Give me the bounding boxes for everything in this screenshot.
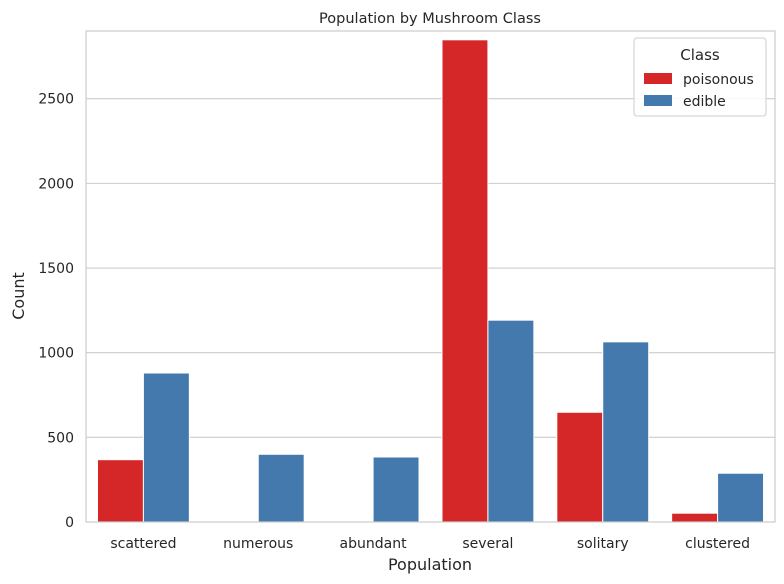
legend-label-poisonous: poisonous xyxy=(683,72,754,88)
x-tick-label: clustered xyxy=(685,536,750,552)
x-tick-label: scattered xyxy=(110,536,176,552)
y-tick-label: 1000 xyxy=(38,346,74,362)
bar-edible-numerous xyxy=(257,453,305,523)
x-tick-label: solitary xyxy=(577,536,629,552)
x-tick-label: several xyxy=(462,536,513,552)
bars xyxy=(96,39,765,523)
bar-edible-clustered xyxy=(717,472,765,523)
y-tick-labels: 0 500 1000 1500 2000 2500 xyxy=(38,92,74,531)
y-axis-label: Count xyxy=(9,272,28,320)
y-tick-label: 0 xyxy=(65,515,74,531)
x-tick-label: abundant xyxy=(340,536,408,552)
y-tick-label: 1500 xyxy=(38,261,74,277)
bar-poisonous-scattered xyxy=(96,459,144,523)
legend-title: Class xyxy=(680,46,720,64)
bar-poisonous-clustered xyxy=(671,512,719,523)
y-tick-label: 2500 xyxy=(38,92,74,108)
x-tick-labels: scattered numerous abundant several solitary… xyxy=(110,536,750,552)
bar-edible-several xyxy=(487,319,535,523)
legend-swatch-edible xyxy=(644,95,672,106)
legend-swatch-poisonous xyxy=(644,73,672,84)
legend: Class poisonous edible xyxy=(633,37,767,117)
bar-edible-scattered xyxy=(142,372,190,523)
chart-title: Population by Mushroom Class xyxy=(319,11,541,27)
bar-edible-solitary xyxy=(602,341,650,523)
bar-edible-abundant xyxy=(372,456,420,523)
x-axis-label: Population xyxy=(388,555,472,574)
x-tick-label: numerous xyxy=(223,536,293,552)
bar-poisonous-several xyxy=(441,39,489,523)
bar-poisonous-solitary xyxy=(556,411,604,523)
legend-label-edible: edible xyxy=(683,94,726,110)
plot-frame xyxy=(85,30,776,523)
y-tick-label: 500 xyxy=(47,430,74,446)
y-tick-label: 2000 xyxy=(38,176,74,192)
